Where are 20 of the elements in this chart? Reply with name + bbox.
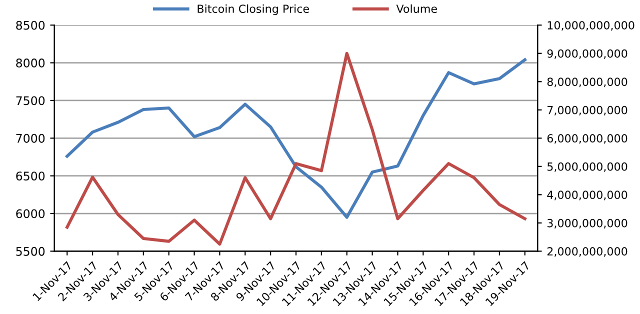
y-tick-label: 7500 — [16, 96, 45, 106]
line-series — [66, 52, 526, 246]
y2-tick-label: 9,000,000,000 — [547, 49, 628, 59]
y2-tick-label: 5,000,000,000 — [547, 162, 628, 172]
legend-label: Volume — [396, 4, 437, 13]
y-tick-label: 8000 — [16, 58, 45, 68]
y2-tick-label: 2,000,000,000 — [547, 247, 628, 257]
y-tick-label: 6500 — [16, 172, 45, 180]
y2-tick-label: 6,000,000,000 — [547, 134, 628, 144]
legend-label: Bitcoin Closing Price — [198, 4, 309, 16]
line-series — [66, 58, 526, 219]
y2-tick-label: 3,000,000,000 — [547, 218, 628, 228]
y2-tick-label: 4,000,000,000 — [547, 190, 628, 200]
y-tick-label: 5500 — [16, 246, 45, 256]
y2-tick-label: 7,000,000,000 — [548, 106, 628, 116]
y-tick-label: 6000 — [16, 209, 45, 218]
y-tick-label: 7000 — [16, 134, 45, 143]
y2-tick-label: 10,000,000,000 — [548, 21, 634, 31]
y-tick-label: 8500 — [16, 20, 45, 30]
y2-tick-label: 8,000,000,000 — [547, 78, 628, 88]
